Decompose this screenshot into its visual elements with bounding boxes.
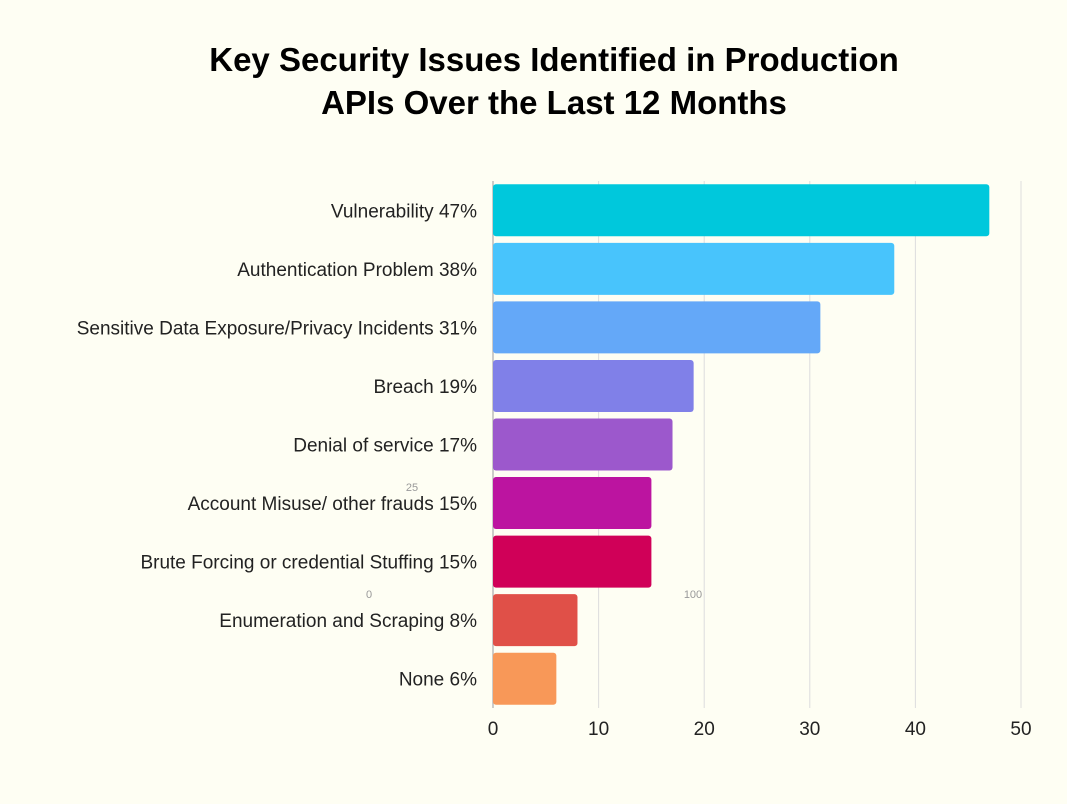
x-tick-label: 0 bbox=[488, 719, 499, 740]
bar bbox=[493, 652, 557, 705]
bar bbox=[493, 418, 673, 471]
stray-label-25: 25 bbox=[406, 482, 418, 494]
bar bbox=[493, 242, 895, 295]
x-tick-label: 30 bbox=[799, 719, 820, 740]
category-label: Sensitive Data Exposure/Privacy Incident… bbox=[77, 318, 477, 339]
x-tick-label: 20 bbox=[694, 719, 715, 740]
category-label: None 6% bbox=[399, 670, 477, 691]
bar bbox=[493, 594, 578, 647]
bar bbox=[493, 301, 821, 354]
bar bbox=[493, 477, 652, 530]
category-label: Enumeration and Scraping 8% bbox=[219, 611, 477, 632]
bar bbox=[493, 535, 652, 588]
chart-title-line-2: APIs Over the Last 12 Months bbox=[321, 84, 787, 121]
chart-title: Key Security Issues Identified in Produc… bbox=[0, 38, 1067, 124]
stray-label-100: 100 bbox=[684, 589, 702, 601]
x-tick-label: 40 bbox=[905, 719, 926, 740]
category-label: Authentication Problem 38% bbox=[237, 260, 477, 281]
chart-title-line-1: Key Security Issues Identified in Produc… bbox=[209, 41, 899, 78]
category-label: Account Misuse/ other frauds 15% bbox=[188, 494, 477, 515]
x-tick-label: 10 bbox=[588, 719, 609, 740]
bar bbox=[493, 184, 990, 237]
stray-label-0: 0 bbox=[366, 589, 372, 601]
category-label: Brute Forcing or credential Stuffing 15% bbox=[140, 553, 477, 574]
category-label: Breach 19% bbox=[373, 377, 477, 398]
bar bbox=[493, 359, 694, 412]
category-label: Denial of service 17% bbox=[293, 436, 477, 457]
category-label: Vulnerability 47% bbox=[331, 201, 477, 222]
x-tick-label: 50 bbox=[1010, 719, 1031, 740]
